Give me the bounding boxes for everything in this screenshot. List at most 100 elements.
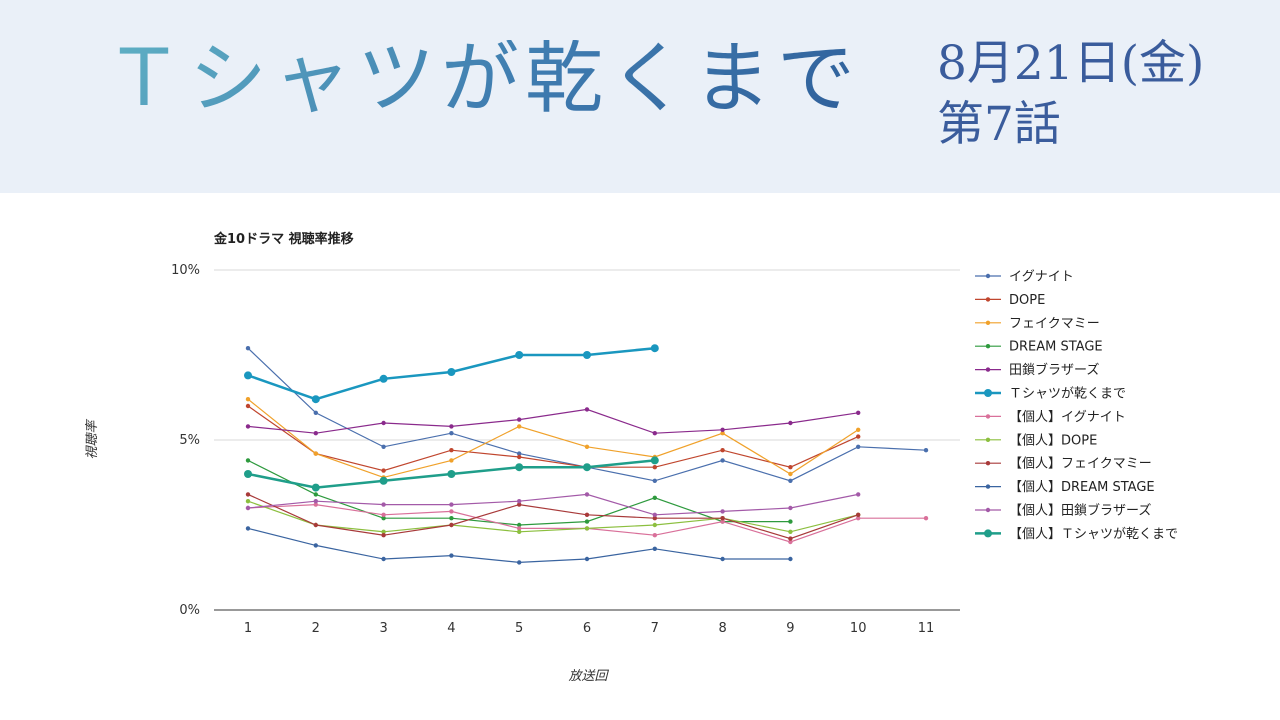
series-6 bbox=[244, 344, 659, 404]
data-point bbox=[381, 516, 386, 521]
data-point bbox=[449, 516, 454, 521]
data-point bbox=[244, 371, 252, 380]
data-point bbox=[584, 444, 590, 449]
data-point bbox=[245, 492, 251, 497]
data-point bbox=[517, 529, 522, 534]
data-point bbox=[652, 512, 657, 517]
legend-swatch-marker bbox=[985, 507, 991, 513]
data-point bbox=[517, 502, 522, 507]
data-point bbox=[584, 519, 590, 524]
data-point bbox=[650, 344, 659, 353]
data-point bbox=[856, 516, 861, 521]
series-1 bbox=[245, 346, 929, 483]
data-point bbox=[788, 529, 793, 534]
x-tick-label: 6 bbox=[583, 621, 591, 636]
series-line bbox=[247, 493, 859, 540]
data-point bbox=[381, 444, 386, 449]
legend-label: 【個人】田鎖ブラザーズ bbox=[1009, 503, 1151, 519]
data-point bbox=[583, 463, 591, 472]
legend-item: フェイクマミー bbox=[975, 316, 1100, 331]
legend-item: 【個人】DREAM STAGE bbox=[975, 480, 1155, 495]
legend-label: Ｔシャツが乾くまで bbox=[1009, 387, 1126, 402]
data-point bbox=[652, 533, 657, 538]
legend-swatch-marker bbox=[984, 529, 992, 538]
data-point bbox=[517, 522, 522, 528]
x-tick-label: 5 bbox=[515, 621, 523, 636]
series-12 bbox=[244, 456, 659, 492]
data-point bbox=[313, 499, 318, 504]
x-tick-label: 2 bbox=[312, 621, 320, 636]
legend-item: Ｔシャツが乾くまで bbox=[975, 387, 1126, 402]
data-point bbox=[517, 451, 522, 456]
x-axis-ticks: 1 2 3 4 5 6 7 8 9 10 11 bbox=[244, 621, 934, 636]
data-point bbox=[381, 502, 386, 507]
data-point bbox=[313, 492, 318, 497]
data-point bbox=[788, 420, 793, 426]
legend-swatch-marker bbox=[985, 484, 991, 489]
series-9 bbox=[245, 492, 861, 541]
broadcast-date: 8月21日(金) bbox=[937, 36, 1205, 91]
legend-swatch-marker bbox=[984, 389, 992, 397]
ratings-line-chart: 金10ドラマ 視聴率推移 0% 5% 10% 1 2 3 4 5 6 7 8 9 10 11 視聴率 放… bbox=[84, 231, 1178, 684]
data-point bbox=[720, 448, 725, 453]
data-point bbox=[244, 470, 252, 478]
legend-label: フェイクマミー bbox=[1009, 316, 1100, 331]
data-point bbox=[449, 509, 454, 514]
data-point bbox=[720, 519, 725, 524]
series-line bbox=[247, 500, 859, 533]
series-11 bbox=[245, 492, 861, 517]
legend-swatch-marker bbox=[985, 320, 991, 325]
x-tick-label: 4 bbox=[447, 621, 455, 636]
gridlines bbox=[214, 269, 960, 611]
data-point bbox=[652, 522, 657, 528]
legend-label: DOPE bbox=[1009, 293, 1045, 308]
series-line bbox=[247, 398, 859, 479]
data-point bbox=[245, 458, 251, 463]
data-point bbox=[517, 499, 522, 504]
y-tick-label: 10% bbox=[171, 263, 200, 278]
data-point bbox=[379, 374, 388, 383]
data-point bbox=[447, 470, 456, 478]
legend-label: 【個人】DREAM STAGE bbox=[1009, 480, 1155, 495]
data-point bbox=[449, 424, 454, 429]
legend-label: 田鎖ブラザーズ bbox=[1009, 362, 1099, 378]
legend-item: 【個人】フェイクマミー bbox=[975, 457, 1152, 472]
legend-label: DREAM STAGE bbox=[1009, 340, 1103, 355]
data-point bbox=[517, 424, 522, 429]
data-point bbox=[584, 512, 590, 517]
data-point bbox=[517, 560, 522, 565]
series-10 bbox=[245, 526, 793, 565]
series-line bbox=[247, 493, 859, 516]
legend-label: 【個人】DOPE bbox=[1009, 433, 1097, 448]
data-point bbox=[515, 351, 524, 359]
data-point bbox=[720, 509, 725, 514]
data-point bbox=[584, 556, 590, 562]
data-point bbox=[379, 476, 388, 485]
y-axis-ticks: 0% 5% 10% bbox=[171, 263, 200, 618]
y-tick-label: 5% bbox=[179, 433, 200, 448]
data-point bbox=[652, 465, 657, 470]
data-point bbox=[381, 529, 386, 534]
data-point bbox=[245, 526, 251, 531]
data-point bbox=[856, 492, 861, 497]
series-5 bbox=[245, 407, 861, 436]
data-point bbox=[856, 410, 861, 415]
data-point bbox=[788, 505, 793, 511]
x-tick-label: 7 bbox=[651, 621, 659, 636]
data-point bbox=[449, 448, 454, 453]
data-point bbox=[652, 495, 657, 500]
legend-label: 【個人】イグナイト bbox=[1009, 410, 1126, 425]
data-point bbox=[313, 451, 318, 456]
legend-label: イグナイト bbox=[1009, 270, 1074, 285]
data-point bbox=[856, 427, 861, 432]
data-point bbox=[923, 448, 929, 453]
legend-item: 【個人】田鎖ブラザーズ bbox=[975, 503, 1151, 519]
legend-swatch-marker bbox=[985, 461, 991, 466]
drama-title: Ｔシャツが乾くまで bbox=[105, 34, 862, 124]
data-point bbox=[245, 397, 251, 402]
data-point bbox=[856, 434, 861, 439]
data-point bbox=[788, 556, 793, 562]
series-line bbox=[247, 347, 927, 482]
data-point bbox=[517, 454, 522, 460]
data-point bbox=[311, 483, 320, 492]
